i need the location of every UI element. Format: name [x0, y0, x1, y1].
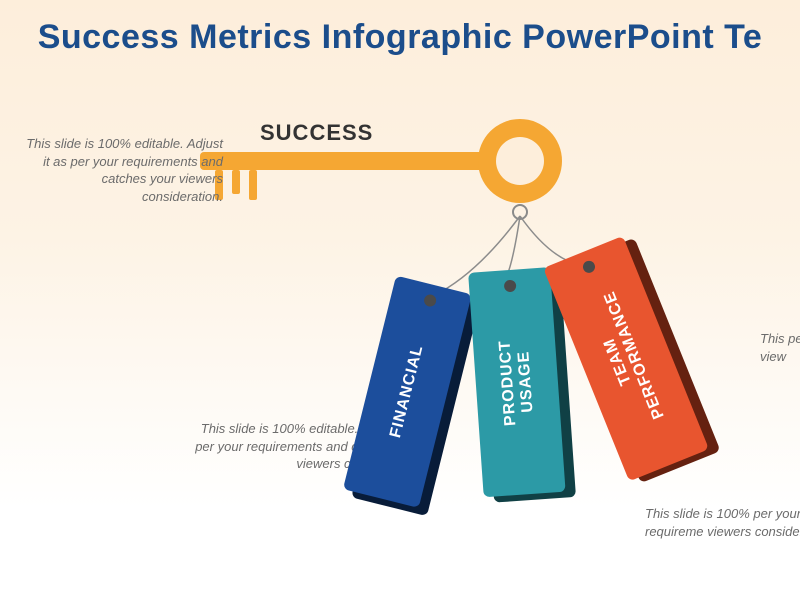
tag-hole: [504, 280, 517, 293]
key-bit: [232, 170, 240, 194]
tag-label: FINANCIAL: [387, 343, 427, 440]
tag-hole: [423, 293, 438, 308]
tag-product-usage: PRODUCTUSAGE: [468, 267, 565, 497]
caption-right-bottom: This slide is 100% per your requireme vi…: [645, 505, 800, 540]
caption-right-mid: This per y view: [760, 330, 800, 365]
key-bow-hole: [496, 137, 544, 185]
caption-left-top: This slide is 100% editable. Adjust it a…: [18, 135, 223, 205]
key-shaft: [200, 152, 490, 170]
tag-hole: [581, 259, 597, 275]
key-ring: [512, 204, 528, 220]
key-bit: [249, 170, 257, 200]
tag-label: PRODUCTUSAGE: [496, 338, 537, 426]
